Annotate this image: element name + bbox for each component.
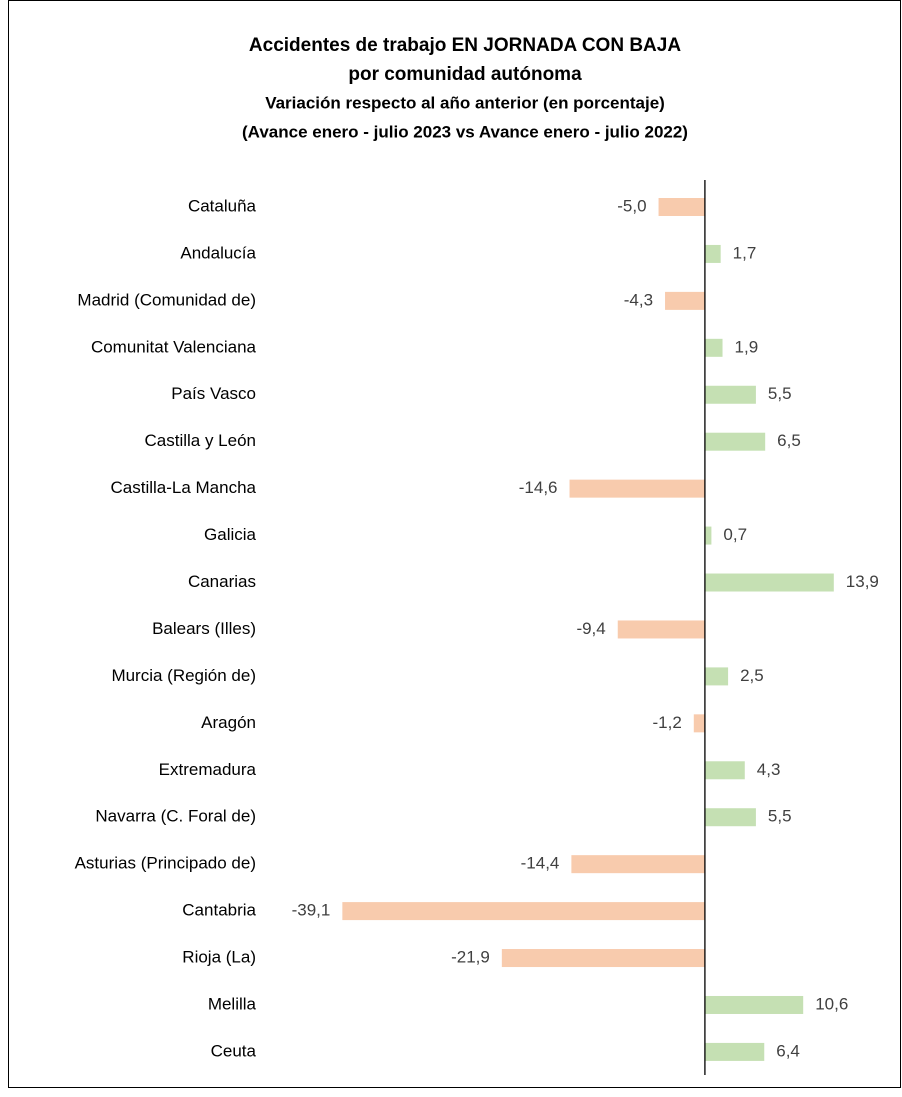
- category-label: Navarra (C. Foral de): [95, 807, 256, 826]
- bar: [704, 385, 756, 404]
- bar: [617, 620, 705, 639]
- category-label: Castilla-La Mancha: [110, 478, 256, 497]
- data-label: 2,5: [740, 666, 764, 685]
- chart-subtitle: Variación respecto al año anterior (en p…: [265, 93, 665, 112]
- category-label: Madrid (Comunidad de): [77, 290, 256, 309]
- chart-title: Accidentes de trabajo EN JORNADA CON BAJ…: [249, 35, 681, 56]
- category-label: Asturias (Principado de): [75, 854, 256, 873]
- data-label: 13,9: [846, 572, 879, 591]
- data-label: 1,9: [735, 337, 759, 356]
- category-label: Cataluña: [188, 196, 257, 215]
- category-label: Balears (Illes): [152, 619, 256, 638]
- bar: [501, 949, 705, 968]
- bar: [569, 479, 705, 498]
- category-label: Cantabria: [182, 901, 256, 920]
- bar: [704, 995, 804, 1014]
- category-label: Extremadura: [159, 760, 257, 779]
- category-label: Ceuta: [211, 1041, 257, 1060]
- data-label: -4,3: [624, 290, 653, 309]
- bar: [704, 1042, 765, 1061]
- bar: [704, 573, 834, 592]
- data-label: 6,5: [777, 431, 801, 450]
- data-label: 0,7: [723, 525, 747, 544]
- category-label: Galicia: [204, 525, 257, 544]
- bar: [704, 526, 712, 545]
- category-label: Aragón: [201, 713, 256, 732]
- data-label: -14,6: [519, 478, 558, 497]
- category-label: Comunitat Valenciana: [91, 337, 257, 356]
- data-label: 6,4: [776, 1041, 800, 1060]
- data-label: -39,1: [292, 901, 331, 920]
- category-label: Murcia (Región de): [111, 666, 256, 685]
- chart-border: [8, 0, 901, 1088]
- bar: [571, 855, 705, 874]
- bar: [704, 808, 756, 827]
- data-label: -21,9: [451, 948, 490, 967]
- data-label: 1,7: [733, 243, 757, 262]
- bar: [342, 902, 705, 921]
- bar: [704, 338, 723, 357]
- bar: [704, 667, 729, 686]
- category-label: Melilla: [208, 994, 257, 1013]
- data-label: 5,5: [768, 807, 792, 826]
- category-label: Rioja (La): [182, 948, 256, 967]
- data-label: -5,0: [617, 196, 646, 215]
- chart-title: por comunidad autónoma: [348, 64, 582, 85]
- bar: [693, 714, 705, 733]
- category-label: Canarias: [188, 572, 256, 591]
- data-label: 5,5: [768, 384, 792, 403]
- data-label: -1,2: [652, 713, 681, 732]
- bar: [704, 761, 745, 780]
- category-label: Castilla y León: [144, 431, 256, 450]
- data-label: -9,4: [576, 619, 605, 638]
- bar: [658, 198, 705, 216]
- data-label: 4,3: [757, 760, 781, 779]
- chart-subtitle: (Avance enero - julio 2023 vs Avance ene…: [242, 122, 688, 141]
- data-label: 10,6: [815, 994, 848, 1013]
- bar: [704, 432, 766, 451]
- data-label: -14,4: [521, 854, 560, 873]
- category-label: País Vasco: [171, 384, 256, 403]
- bar: [665, 291, 705, 310]
- category-label: Andalucía: [180, 243, 256, 262]
- bar: [704, 244, 721, 263]
